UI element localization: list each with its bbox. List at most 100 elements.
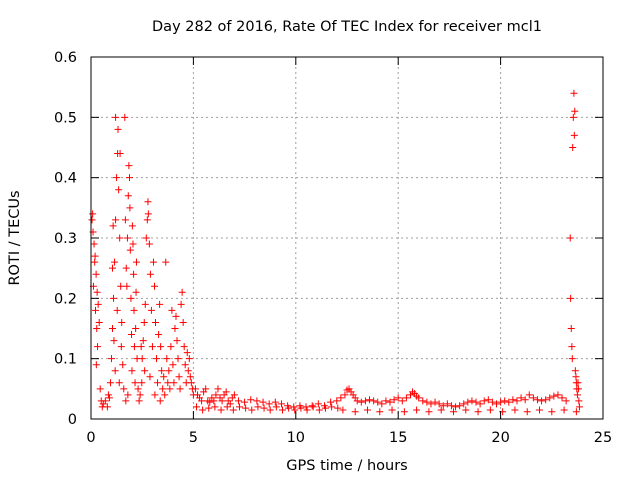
data-point [101, 397, 109, 405]
data-point [390, 396, 398, 404]
data-point [148, 343, 156, 351]
data-point [154, 379, 162, 387]
data-point [415, 394, 423, 402]
data-point [575, 397, 583, 405]
data-point [226, 400, 234, 408]
data-point [171, 325, 179, 332]
data-point [303, 406, 311, 414]
data-point [290, 403, 298, 411]
data-point [525, 391, 533, 399]
data-point [572, 408, 580, 416]
data-point [121, 216, 129, 224]
x-tick-label: 0 [86, 430, 95, 446]
data-point [222, 388, 230, 396]
data-point [167, 343, 175, 351]
data-point [118, 318, 126, 326]
data-point [146, 373, 154, 381]
data-point [165, 367, 173, 375]
data-point [550, 392, 558, 400]
data-point [152, 318, 160, 326]
data-point [132, 325, 140, 332]
data-point [110, 294, 118, 302]
data-point [464, 398, 472, 406]
data-point [166, 385, 174, 393]
data-point [173, 337, 181, 345]
data-point [110, 337, 118, 345]
data-point [517, 394, 525, 402]
data-point [155, 331, 163, 339]
data-point [386, 398, 394, 406]
data-point [170, 379, 178, 387]
data-point [134, 385, 142, 393]
data-point [230, 391, 238, 399]
data-point [529, 394, 537, 402]
data-point [106, 379, 114, 387]
data-point [320, 402, 328, 410]
y-tick-label: 0.6 [54, 50, 77, 66]
data-point [452, 403, 460, 411]
data-point [144, 210, 152, 218]
data-point [447, 402, 455, 410]
data-point [157, 343, 165, 351]
data-point [112, 113, 120, 121]
data-point [122, 264, 130, 272]
data-point [127, 294, 135, 302]
data-point [480, 397, 488, 405]
data-point [259, 398, 267, 406]
data-point [139, 337, 147, 345]
data-point [109, 325, 117, 332]
data-point [105, 394, 113, 402]
data-point [176, 385, 184, 393]
data-point [546, 394, 554, 402]
data-point [187, 379, 195, 387]
data-point [437, 406, 445, 414]
data-point [128, 222, 136, 230]
data-point [160, 373, 168, 381]
data-point [175, 373, 183, 381]
data-point [247, 396, 255, 404]
data-point [560, 406, 568, 414]
data-point [149, 258, 157, 266]
data-point [456, 402, 464, 410]
data-point [296, 402, 304, 410]
data-point [103, 403, 111, 411]
y-tick-label: 0.4 [54, 171, 77, 187]
data-point [156, 397, 164, 405]
data-point [278, 406, 286, 414]
data-point [124, 391, 132, 399]
data-point [135, 397, 143, 405]
data-point [566, 234, 574, 242]
data-point [186, 373, 194, 381]
data-point [109, 264, 117, 272]
data-point [472, 398, 480, 406]
data-point [126, 174, 134, 182]
data-point [126, 204, 134, 212]
data-point [145, 240, 153, 248]
data-point [388, 406, 396, 414]
data-point [378, 400, 386, 408]
data-point [114, 125, 122, 133]
data-points [88, 89, 583, 416]
data-point [523, 408, 531, 416]
y-tick-label: 0.3 [54, 231, 77, 247]
data-point [177, 300, 185, 308]
data-point [413, 406, 421, 414]
data-point [150, 282, 158, 290]
data-point [570, 89, 578, 97]
data-point [548, 408, 556, 416]
data-point [192, 403, 200, 411]
data-point [574, 385, 582, 393]
data-point [260, 404, 268, 412]
data-point [443, 400, 451, 408]
axis-ticks: 0 0.1 0.2 0.3 0.4 0.5 0.6 0 5 10 15 20 25 [54, 50, 612, 446]
data-point [125, 162, 133, 170]
data-point [130, 343, 138, 351]
data-point [210, 397, 218, 405]
data-point [333, 397, 341, 405]
data-point [96, 385, 104, 393]
data-point [567, 325, 575, 332]
data-point [431, 398, 439, 406]
data-point [92, 270, 100, 278]
data-point [161, 391, 169, 399]
